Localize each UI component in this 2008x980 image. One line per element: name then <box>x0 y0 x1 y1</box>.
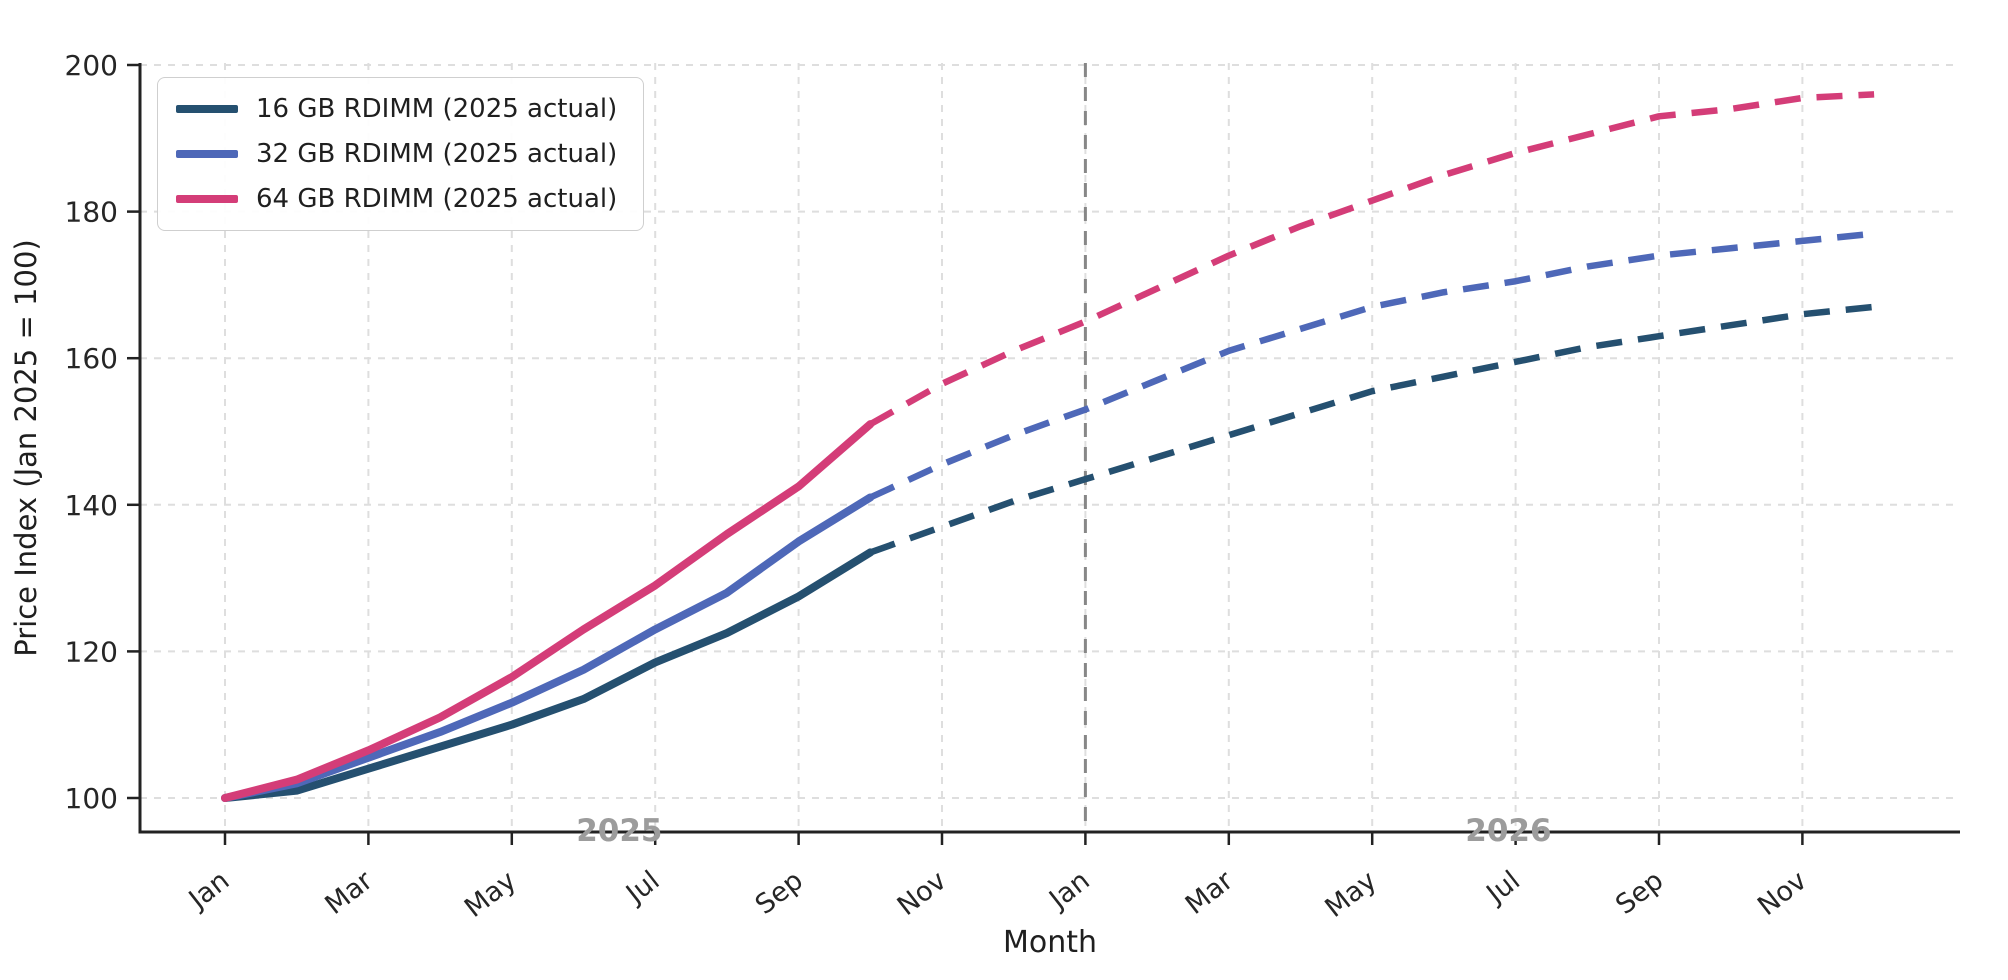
y-axis-title: Price Index (Jan 2025 = 100) <box>9 239 43 656</box>
x-tick-label: May <box>459 865 522 924</box>
year-annotation-2026: 2026 <box>1465 813 1551 849</box>
series-32gb-actual-line <box>221 493 875 802</box>
legend-item: 32 GB RDIMM (2025 actual) <box>176 137 617 171</box>
y-tick-label: 140 <box>65 489 118 522</box>
x-tick-label: Mar <box>1180 865 1240 921</box>
legend-line-swatch <box>176 150 238 158</box>
legend-line-swatch <box>176 105 238 113</box>
y-tick-label: 120 <box>65 635 118 668</box>
x-tick-label: Sep <box>1610 865 1669 921</box>
legend-item: 64 GB RDIMM (2025 actual) <box>176 182 617 216</box>
x-tick-label: Jan <box>1042 865 1095 916</box>
axis-labels: Month Price Index (Jan 2025 = 100) <box>9 239 1097 960</box>
x-tick-label: Mar <box>319 865 379 921</box>
legend-item-label: 16 GB RDIMM (2025 actual) <box>256 94 618 124</box>
legend-item-label: 32 GB RDIMM (2025 actual) <box>256 139 618 169</box>
legend-line-swatch <box>176 195 238 203</box>
series-32gb-forecast-line <box>868 230 1875 501</box>
x-tick-label: Nov <box>1752 865 1813 922</box>
legend-item: 16 GB RDIMM (2025 actual) <box>176 92 617 126</box>
x-tick-label: Nov <box>892 865 953 922</box>
y-tick-label: 160 <box>65 342 118 375</box>
x-tick-label: Jan <box>182 865 235 916</box>
legend-item-label: 64 GB RDIMM (2025 actual) <box>256 184 618 214</box>
y-tick-label: 180 <box>65 196 118 229</box>
x-tick-label: Jul <box>1480 865 1526 911</box>
y-tick-label: 200 <box>65 49 118 82</box>
legend: 16 GB RDIMM (2025 actual) 32 GB RDIMM (20… <box>157 77 645 231</box>
series-16gb-forecast-line <box>869 303 1875 556</box>
year-annotation-2025: 2025 <box>576 813 662 849</box>
x-tick-label: Sep <box>750 865 809 921</box>
x-tick-label: Jul <box>619 865 665 911</box>
series-64gb-forecast-line <box>868 91 1875 428</box>
y-tick-label: 100 <box>65 782 118 815</box>
series-lines <box>221 91 1875 802</box>
x-axis-title: Month <box>1003 925 1097 960</box>
series-64gb-actual-line <box>221 420 875 802</box>
x-tick-label: May <box>1319 865 1382 924</box>
series-16gb-actual-line <box>221 548 875 802</box>
